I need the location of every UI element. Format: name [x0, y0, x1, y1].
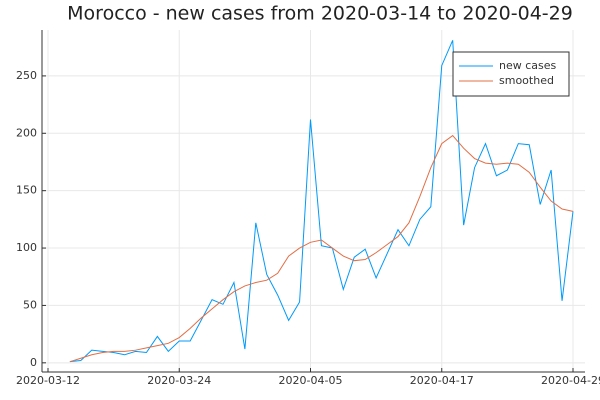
data-line [69, 40, 574, 363]
x-tick-label: 2020-03-24 [147, 374, 211, 387]
x-tick-label: 2020-04-17 [410, 374, 474, 387]
data-line [69, 134, 574, 363]
y-tick-label: 100 [16, 241, 37, 254]
legend-box [452, 51, 570, 97]
legend: new cases smoothed [452, 51, 570, 97]
x-tick-label: 2020-04-29 [541, 374, 600, 387]
x-tick-label: 2020-03-12 [16, 374, 80, 387]
y-tick-label: 150 [16, 184, 37, 197]
chart-title: Morocco - new cases from 2020-03-14 to 2… [67, 3, 573, 25]
y-tick-label: 50 [23, 298, 37, 311]
y-tick-label: 200 [16, 126, 37, 139]
legend-label: smoothed [499, 74, 554, 87]
legend-label: new cases [499, 59, 557, 72]
y-tick-label: 0 [30, 356, 37, 369]
x-tick-label: 2020-04-05 [279, 374, 343, 387]
y-tick-label: 250 [16, 69, 37, 82]
